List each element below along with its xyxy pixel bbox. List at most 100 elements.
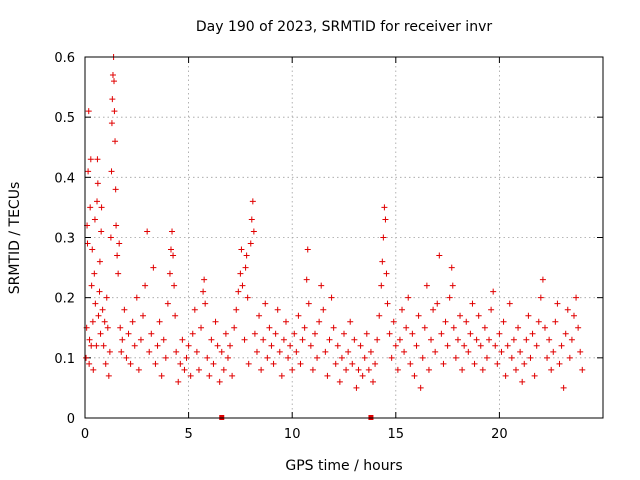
data-point: [289, 366, 296, 373]
data-point: [383, 270, 390, 277]
x-tick-label: 0: [81, 427, 89, 442]
data-point: [167, 246, 174, 253]
data-point: [152, 360, 159, 367]
data-point: [564, 306, 571, 313]
data-point: [405, 294, 412, 301]
data-point: [304, 246, 311, 253]
data-point: [116, 240, 123, 247]
data-point: [287, 342, 294, 349]
data-point: [504, 342, 511, 349]
data-point: [111, 78, 118, 85]
data-point: [311, 330, 318, 337]
data-point: [189, 330, 196, 337]
data-point: [210, 360, 217, 367]
data-point: [90, 366, 97, 373]
data-point: [87, 204, 94, 211]
data-point: [98, 228, 105, 235]
data-point: [280, 336, 287, 343]
data-point: [452, 354, 459, 361]
data-point: [566, 354, 573, 361]
data-point: [195, 366, 202, 373]
data-point: [94, 180, 101, 187]
data-point: [390, 318, 397, 325]
data-point: [512, 366, 519, 373]
data-point: [253, 348, 260, 355]
data-point: [529, 330, 536, 337]
data-point: [123, 354, 130, 361]
data-point: [531, 372, 538, 379]
data-point: [114, 252, 121, 259]
data-point: [471, 360, 478, 367]
data-point: [91, 270, 98, 277]
data-point: [541, 324, 548, 331]
data-point: [527, 354, 534, 361]
data-point: [562, 330, 569, 337]
data-point: [506, 300, 513, 307]
grid: [85, 57, 603, 418]
data-point: [357, 342, 364, 349]
data-point: [95, 312, 102, 319]
data-point: [349, 360, 356, 367]
data-point: [105, 372, 112, 379]
data-point: [218, 348, 225, 355]
data-point: [291, 330, 298, 337]
x-tick-label: 15: [388, 427, 405, 442]
data-point: [268, 342, 275, 349]
data-point: [85, 108, 92, 115]
data-point: [108, 168, 115, 175]
data-point: [250, 228, 257, 235]
data-point: [166, 270, 173, 277]
data-point: [521, 360, 528, 367]
data-point: [515, 324, 522, 331]
data-point: [546, 336, 553, 343]
data-point: [379, 258, 386, 265]
data-point: [510, 336, 517, 343]
data-point: [227, 342, 234, 349]
data-point: [251, 330, 258, 337]
data-point: [413, 342, 420, 349]
data-point: [396, 336, 403, 343]
data-point: [490, 288, 497, 295]
data-point: [170, 252, 177, 259]
data-point: [233, 306, 240, 313]
data-point: [579, 366, 586, 373]
data-point: [154, 342, 161, 349]
data-point: [519, 378, 526, 385]
data-point: [479, 366, 486, 373]
data-point: [129, 318, 136, 325]
data-point: [577, 348, 584, 355]
data-points: [83, 54, 586, 420]
data-point: [293, 348, 300, 355]
data-point: [332, 360, 339, 367]
data-point: [222, 330, 229, 337]
data-point: [299, 336, 306, 343]
data-point: [442, 318, 449, 325]
data-point: [417, 384, 424, 391]
y-tick-label: 0.5: [54, 111, 75, 126]
data-point: [556, 360, 563, 367]
data-point: [492, 342, 499, 349]
data-point: [104, 324, 111, 331]
data-point: [164, 300, 171, 307]
data-point: [392, 342, 399, 349]
data-point: [89, 318, 96, 325]
data-point: [113, 222, 120, 229]
data-point: [112, 138, 119, 145]
data-point: [498, 348, 505, 355]
data-point: [361, 354, 368, 361]
data-point: [202, 300, 209, 307]
data-point: [318, 282, 325, 289]
data-point: [488, 306, 495, 313]
data-point: [295, 312, 302, 319]
data-point: [568, 336, 575, 343]
data-point: [119, 336, 126, 343]
data-point: [100, 342, 107, 349]
data-point: [86, 336, 93, 343]
axis-ticks: 0 5 10 15 20 0 0.1 0.2 0.3 0.4 0.5 0.6: [54, 51, 603, 442]
data-point: [172, 312, 179, 319]
data-point: [270, 360, 277, 367]
data-point: [272, 330, 279, 337]
data-point: [229, 372, 236, 379]
